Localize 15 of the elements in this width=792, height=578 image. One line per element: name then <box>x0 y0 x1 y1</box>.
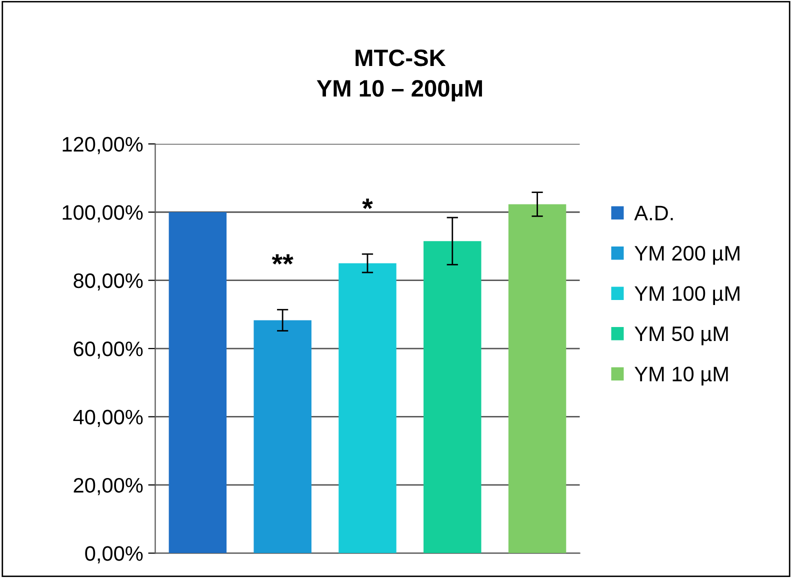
chart-title: MTC-SK YM 10 – 200µM <box>316 49 482 102</box>
data-label: ** <box>272 254 294 265</box>
y-tick-label: 60,00% <box>74 342 143 359</box>
legend-label: A.D. <box>634 206 673 220</box>
legend-label: YM 50 µM <box>634 326 728 346</box>
y-tick-label: 20,00% <box>74 478 143 496</box>
y-tick-label: 120,00% <box>62 136 143 154</box>
legend-label: YM 10 µM <box>634 366 728 386</box>
y-tick-label: 0,00% <box>85 546 143 564</box>
y-tick-label: 80,00% <box>74 273 143 291</box>
y-tick-label: 40,00% <box>73 410 143 427</box>
legend-label: YM 100 µM <box>634 286 740 306</box>
legend-label: YM 200 µM <box>634 246 740 265</box>
y-tick-label: 100,00% <box>62 205 143 222</box>
data-label: * <box>362 198 373 209</box>
